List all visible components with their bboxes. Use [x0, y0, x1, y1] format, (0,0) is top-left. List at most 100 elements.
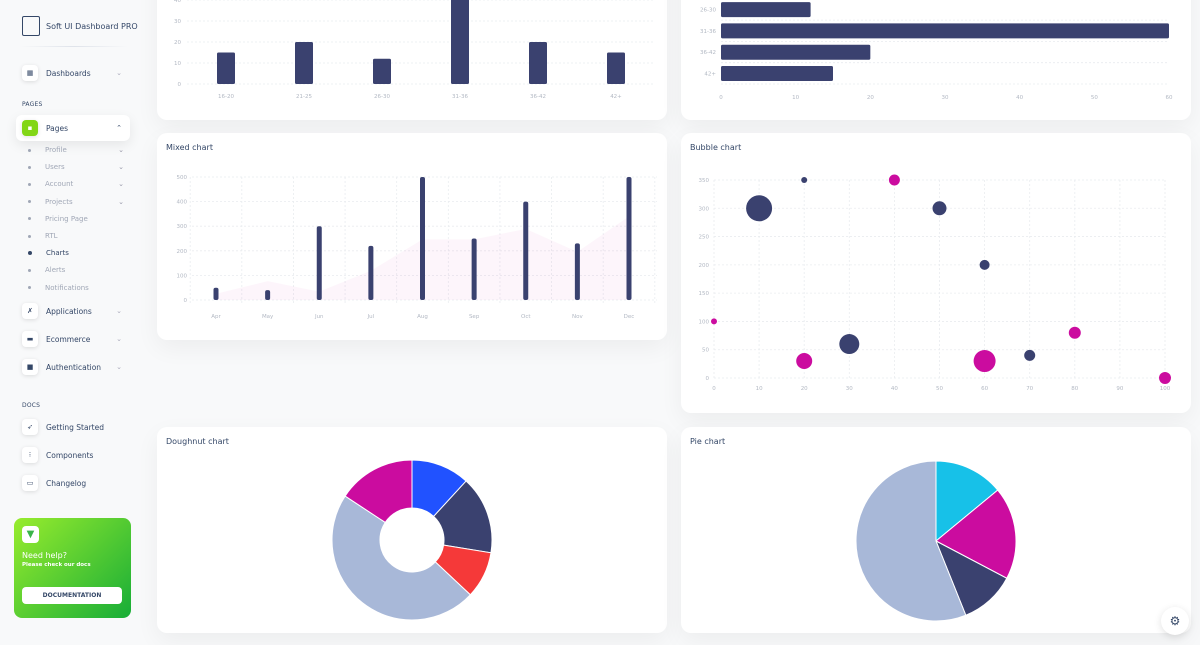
shop-icon: ▦ — [22, 65, 38, 81]
sidebar-subitem[interactable]: Projects ⌄ — [28, 198, 126, 206]
diamond-icon: ▼ — [22, 526, 39, 543]
sidebar-subitem[interactable]: Profile ⌄ — [28, 146, 126, 154]
sidebar-subitem[interactable]: Pricing Page — [28, 215, 126, 223]
sidebar-item-ecommerce[interactable]: ▬ Ecommerce ⌄ — [16, 326, 130, 352]
sidebar-item-label: Ecommerce — [46, 334, 91, 344]
chevron-down-icon: ⌄ — [118, 146, 124, 154]
bar — [721, 66, 833, 81]
y-tick-label: 100 — [699, 319, 710, 325]
sidebar-subitem[interactable]: Users ⌄ — [28, 163, 126, 171]
bullet-icon — [28, 200, 31, 204]
documentation-button[interactable]: DOCUMENTATION — [22, 587, 122, 604]
y-tick-label: 31-36 — [700, 29, 716, 35]
y-tick-label: 0 — [706, 376, 710, 382]
brand[interactable]: Soft UI Dashboard PRO — [22, 16, 138, 36]
sidebar-item-label: Getting Started — [46, 422, 104, 432]
x-tick-label: Dec — [624, 314, 635, 320]
bar — [213, 287, 219, 300]
sidebar-subitem[interactable]: Alerts — [28, 266, 126, 274]
chevron-up-icon: ⌃ — [116, 124, 122, 132]
help-subtitle: Please check our docs — [22, 562, 91, 568]
x-tick-label: Apr — [211, 314, 221, 320]
basket-icon: ▬ — [22, 331, 38, 347]
bullet-icon — [28, 165, 31, 169]
bar — [626, 177, 632, 300]
mixed-chart-card: 0 100 200 300 400 500 Apr May Jun Jul Aug Sep Oct Nov… — [157, 133, 667, 340]
sidebar-item-getting-started[interactable]: ➶ Getting Started — [16, 414, 130, 440]
bar — [217, 52, 235, 84]
bar — [471, 238, 477, 300]
y-tick-label: 250 — [699, 235, 710, 241]
sidebar-subitem[interactable]: RTL — [28, 232, 126, 240]
sidebar-subitem-label: RTL — [45, 232, 58, 240]
bullet-icon — [28, 234, 31, 238]
bubble — [979, 259, 990, 270]
bar — [265, 290, 271, 300]
sidebar-subitem-label: Alerts — [45, 266, 66, 275]
sidebar: Soft UI Dashboard PRO ▦ Dashboards ⌄ PAG… — [0, 0, 145, 645]
bar-chart-card: 0 10 20 30 40 16-20 21-25 26-30 31-36 36-42 42+ — [157, 0, 667, 120]
doughnut-chart — [331, 459, 493, 621]
help-card: ▼ Need help? Please check our docs DOCUM… — [14, 518, 131, 618]
sidebar-subitem[interactable]: Notifications — [28, 284, 126, 292]
chevron-down-icon: ⌄ — [116, 363, 122, 371]
x-tick-label: 50 — [936, 386, 943, 392]
y-tick-label: 36-42 — [700, 50, 716, 56]
y-tick-label: 10 — [174, 61, 181, 67]
y-tick-label: 200 — [177, 249, 188, 255]
bar — [451, 0, 469, 84]
y-tick-label: 26-30 — [700, 8, 716, 14]
y-tick-label: 300 — [177, 224, 188, 230]
x-tick-label: 70 — [1026, 386, 1033, 392]
sidebar-subitem[interactable]: Charts — [28, 249, 126, 257]
settings-button[interactable]: ⚙ — [1161, 607, 1189, 635]
sidebar-subitem[interactable]: Account ⌄ — [28, 180, 126, 188]
sidebar-item-applications[interactable]: ✗ Applications ⌄ — [16, 298, 130, 324]
card-title: Bubble chart — [690, 143, 742, 152]
y-tick-label: 400 — [177, 200, 188, 206]
x-tick-label: 50 — [1091, 95, 1098, 101]
bubble — [839, 334, 860, 355]
sidebar-subitem-label: Projects — [45, 197, 73, 206]
y-tick-label: 50 — [702, 348, 709, 354]
office-icon: ▪ — [22, 120, 38, 136]
x-tick-label: 0 — [719, 95, 723, 101]
chevron-down-icon: ⌄ — [116, 335, 122, 343]
section-docs: DOCS — [22, 402, 41, 409]
x-tick-label: Aug — [417, 314, 428, 320]
sidebar-subitem-label: Pricing Page — [45, 214, 88, 223]
bar — [574, 243, 580, 300]
gear-icon: ⚙ — [1169, 614, 1181, 628]
sidebar-item-changelog[interactable]: ▭ Changelog — [16, 470, 130, 496]
rocket-icon: ➶ — [22, 419, 38, 435]
y-tick-label: 500 — [177, 175, 188, 181]
x-tick-label: 30 — [942, 95, 949, 101]
sidebar-item-authentication[interactable]: ■ Authentication ⌄ — [16, 354, 130, 380]
sidebar-item-dashboards[interactable]: ▦ Dashboards ⌄ — [16, 60, 130, 86]
bar-chart: 0 10 20 30 40 16-20 21-25 26-30 31-36 36-42 42+ — [174, 0, 655, 100]
card-title: Doughnut chart — [166, 437, 229, 446]
sidebar-item-label: Changelog — [46, 478, 87, 488]
y-tick-label: 100 — [177, 273, 188, 279]
bubble — [1159, 372, 1171, 384]
bar — [420, 177, 425, 300]
bubble — [973, 350, 996, 373]
sidebar-subitem-label: Users — [45, 163, 65, 172]
bullet-icon — [28, 286, 31, 290]
horizontal-bar-chart: 16-2021-2526-3031-3636-4242+010203040506… — [700, 2, 1173, 101]
bubble — [801, 177, 808, 183]
x-tick-label: 90 — [1116, 386, 1123, 392]
bullet-icon — [28, 182, 31, 186]
document-icon: ■ — [22, 359, 38, 375]
sidebar-item-pages[interactable]: ▪ Pages ⌃ — [16, 115, 130, 141]
x-tick-label: 80 — [1071, 386, 1078, 392]
sidebar-item-components[interactable]: ⁝ Components — [16, 442, 130, 468]
chevron-down-icon: ⌄ — [118, 197, 124, 206]
bar — [721, 2, 811, 18]
pie-chart-card: Pie chart — [681, 427, 1191, 633]
x-tick-label: Jul — [367, 314, 375, 320]
x-tick-label: 10 — [756, 386, 763, 392]
y-tick-label: 150 — [699, 291, 710, 297]
slice — [344, 459, 413, 524]
bar — [295, 42, 313, 84]
